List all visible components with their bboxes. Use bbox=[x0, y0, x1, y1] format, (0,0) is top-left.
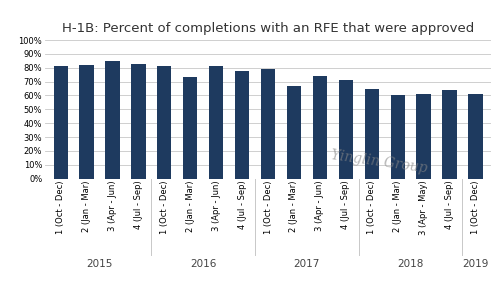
Text: 2016: 2016 bbox=[190, 259, 216, 269]
Title: H-1B: Percent of completions with an RFE that were approved: H-1B: Percent of completions with an RFE… bbox=[62, 22, 474, 35]
Bar bbox=[287, 86, 301, 179]
Text: 2017: 2017 bbox=[294, 259, 320, 269]
Text: 2018: 2018 bbox=[397, 259, 424, 269]
Bar bbox=[131, 64, 146, 179]
Bar bbox=[105, 61, 120, 179]
Bar bbox=[80, 65, 94, 179]
Bar bbox=[157, 67, 171, 179]
Text: 2019: 2019 bbox=[462, 259, 488, 269]
Bar bbox=[442, 90, 456, 179]
Bar bbox=[261, 69, 275, 179]
Bar bbox=[468, 94, 482, 179]
Bar bbox=[313, 76, 327, 179]
Bar bbox=[54, 67, 68, 179]
Bar bbox=[416, 94, 431, 179]
Bar bbox=[339, 80, 353, 179]
Bar bbox=[209, 67, 223, 179]
Bar bbox=[183, 78, 197, 179]
Bar bbox=[390, 95, 405, 179]
Text: Yinglin Group: Yinglin Group bbox=[330, 148, 429, 176]
Text: 2015: 2015 bbox=[86, 259, 113, 269]
Bar bbox=[235, 71, 249, 179]
Bar bbox=[365, 89, 379, 179]
